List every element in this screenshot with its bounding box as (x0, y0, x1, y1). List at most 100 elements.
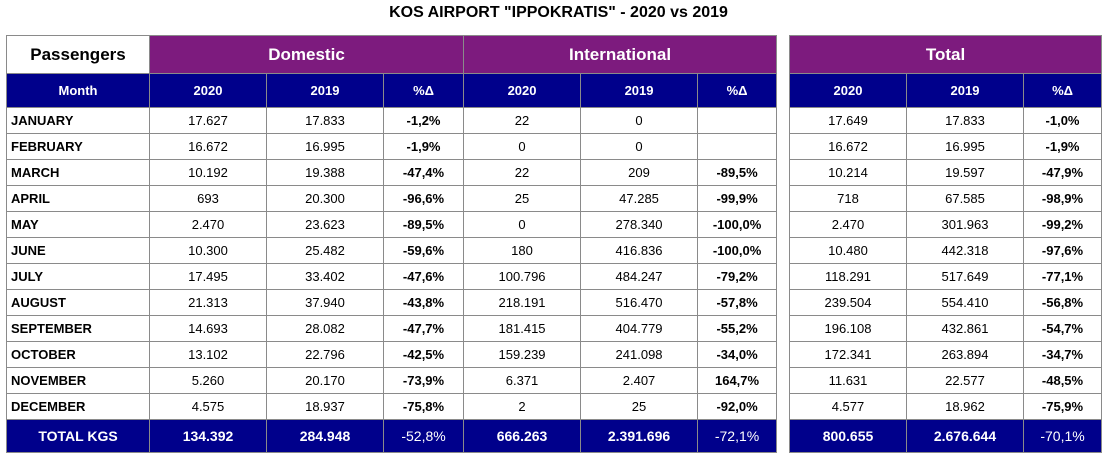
domestic-2020-cell: 21.313 (149, 289, 267, 316)
total-2020-cell: 4.577 (789, 393, 907, 420)
table-row: JUNE 10.300 25.482 -59,6% 180 416.836 -1… (6, 237, 778, 264)
page-title: KOS AIRPORT "IPPOKRATIS" - 2020 vs 2019 (389, 4, 728, 21)
international-2019-cell: 278.340 (580, 211, 699, 238)
total-2020-cell: 10.214 (789, 159, 907, 186)
international-2020-cell: 6.371 (463, 367, 582, 394)
international-pct-cell: -99,9% (697, 185, 778, 212)
international-2019-cell: 516.470 (580, 289, 699, 316)
international-2020-cell: 100.796 (463, 263, 582, 290)
total-2019-cell: 19.597 (906, 159, 1024, 186)
month-cell: JANUARY (6, 107, 150, 134)
international-2019-cell: 0 (580, 107, 699, 134)
month-cell: FEBRUARY (6, 133, 150, 160)
domestic-pct-cell: -59,6% (382, 237, 465, 264)
total-pct-cell: -1,0% (1022, 107, 1103, 134)
domestic-2019-cell: 18.937 (266, 393, 384, 420)
international-2019-cell: 25 (580, 393, 699, 420)
total-pct-cell: -75,9% (1022, 393, 1103, 420)
domestic-2020-cell: 693 (149, 185, 267, 212)
total-2020-cell: 196.108 (789, 315, 907, 342)
international-pct-cell: -92,0% (697, 393, 778, 420)
international-2020-cell: 25 (463, 185, 582, 212)
total-2020-cell: 172.341 (789, 341, 907, 368)
international-pct-cell: -89,5% (697, 159, 778, 186)
domestic-2019-cell: 19.388 (266, 159, 384, 186)
table-row: MARCH 10.192 19.388 -47,4% 22 209 -89,5% (6, 159, 778, 186)
international-2020-cell: 181.415 (463, 315, 582, 342)
total-2020-cell: 11.631 (789, 367, 907, 394)
domestic-2020-cell: 13.102 (149, 341, 267, 368)
international-pct-cell: -55,2% (697, 315, 778, 342)
table-row: MAY 2.470 23.623 -89,5% 0 278.340 -100,0… (6, 211, 778, 238)
domestic-pct-cell: -89,5% (382, 211, 465, 238)
international-2019-cell: 241.098 (580, 341, 699, 368)
table-row: NOVEMBER 5.260 20.170 -73,9% 6.371 2.407… (6, 367, 778, 394)
table-row: APRIL 693 20.300 -96,6% 25 47.285 -99,9% (6, 185, 778, 212)
totals-row: 800.655 2.676.644 -70,1% (789, 419, 1103, 453)
international-pct-cell (697, 133, 778, 160)
month-cell: SEPTEMBER (6, 315, 150, 342)
international-pct-cell: -57,8% (697, 289, 778, 316)
total-pct-total: -70,1% (1022, 419, 1103, 453)
domestic-pct-header: %Δ (382, 73, 465, 108)
domestic-2019-total: 284.948 (266, 419, 384, 453)
domestic-2019-cell: 37.940 (266, 289, 384, 316)
international-2020-cell: 22 (463, 107, 582, 134)
international-2020-total: 666.263 (463, 419, 582, 453)
domestic-pct-cell: -1,2% (382, 107, 465, 134)
international-2019-cell: 484.247 (580, 263, 699, 290)
total-pct-header: %Δ (1022, 73, 1103, 108)
international-2019-cell: 209 (580, 159, 699, 186)
month-cell: JUNE (6, 237, 150, 264)
month-cell: APRIL (6, 185, 150, 212)
domestic-2020-cell: 4.575 (149, 393, 267, 420)
table-row: 196.108 432.861 -54,7% (789, 315, 1103, 342)
domestic-pct-cell: -1,9% (382, 133, 465, 160)
table-row: FEBRUARY 16.672 16.995 -1,9% 0 0 (6, 133, 778, 160)
domestic-2019-cell: 23.623 (266, 211, 384, 238)
international-pct-total: -72,1% (697, 419, 778, 453)
domestic-2020-cell: 10.192 (149, 159, 267, 186)
total-pct-cell: -1,9% (1022, 133, 1103, 160)
total-2019-cell: 432.861 (906, 315, 1024, 342)
table-row: 172.341 263.894 -34,7% (789, 341, 1103, 368)
international-2020-cell: 180 (463, 237, 582, 264)
international-pct-cell: 164,7% (697, 367, 778, 394)
total-2020-total: 800.655 (789, 419, 907, 453)
international-pct-cell (697, 107, 778, 134)
domestic-pct-cell: -47,7% (382, 315, 465, 342)
total-2020-cell: 118.291 (789, 263, 907, 290)
international-pct-cell: -34,0% (697, 341, 778, 368)
total-2019-cell: 16.995 (906, 133, 1024, 160)
month-cell: JULY (6, 263, 150, 290)
total-header: Total (788, 35, 1103, 74)
domestic-2019-cell: 33.402 (266, 263, 384, 290)
table-row: 239.504 554.410 -56,8% (789, 289, 1103, 316)
month-cell: OCTOBER (6, 341, 150, 368)
domestic-2020-cell: 17.495 (149, 263, 267, 290)
domestic-2020-total: 134.392 (149, 419, 267, 453)
domestic-2020-cell: 5.260 (149, 367, 267, 394)
table-row: 718 67.585 -98,9% (789, 185, 1103, 212)
domestic-2020-cell: 16.672 (149, 133, 267, 160)
domestic-2019-cell: 20.300 (266, 185, 384, 212)
total-2020-cell: 10.480 (789, 237, 907, 264)
table-row: SEPTEMBER 14.693 28.082 -47,7% 181.415 4… (6, 315, 778, 342)
international-2020-cell: 2 (463, 393, 582, 420)
main-table: Passengers Domestic International Month … (6, 35, 778, 453)
domestic-2019-cell: 20.170 (266, 367, 384, 394)
domestic-2019-cell: 22.796 (266, 341, 384, 368)
international-pct-cell: -100,0% (697, 211, 778, 238)
domestic-pct-cell: -47,6% (382, 263, 465, 290)
totals-row: TOTAL KGS 134.392 284.948 -52,8% 666.263… (6, 419, 778, 453)
month-header: Month (6, 73, 150, 108)
international-2019-header: 2019 (580, 73, 699, 108)
total-2019-cell: 17.833 (906, 107, 1024, 134)
table-row: 4.577 18.962 -75,9% (789, 393, 1103, 420)
total-pct-cell: -48,5% (1022, 367, 1103, 394)
month-cell: NOVEMBER (6, 367, 150, 394)
total-table: Total 2020 2019 %Δ 17.649 17.833 -1,0% 1… (788, 35, 1103, 453)
total-2020-cell: 17.649 (789, 107, 907, 134)
total-2019-total: 2.676.644 (906, 419, 1024, 453)
international-pct-header: %Δ (697, 73, 778, 108)
